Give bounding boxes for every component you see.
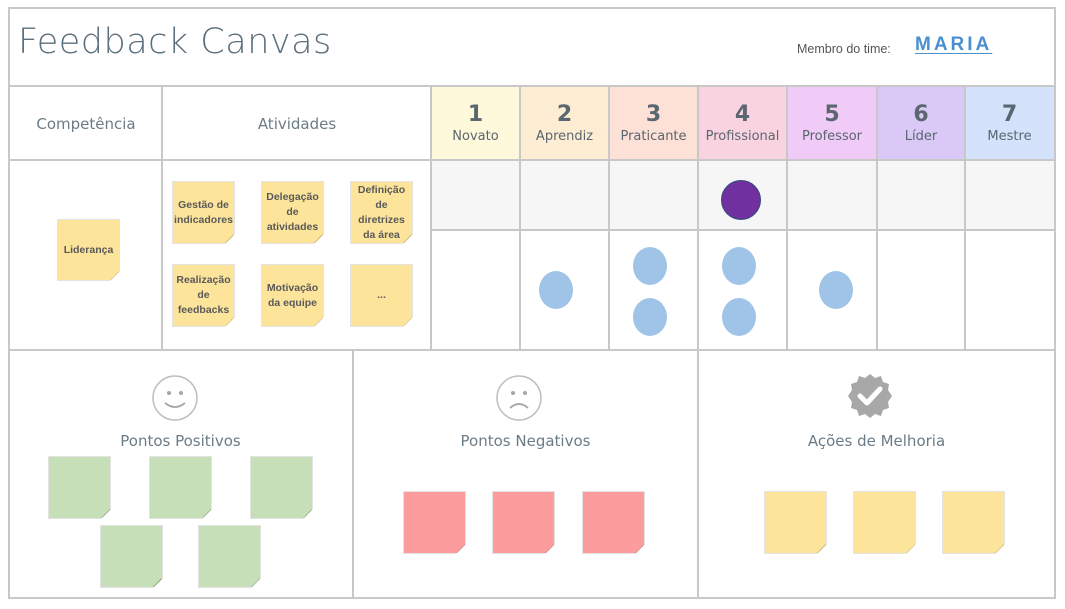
activity-text: Motivação da equipe bbox=[266, 281, 319, 309]
level-number: 1 bbox=[467, 102, 484, 127]
improvement-note[interactable] bbox=[853, 491, 916, 554]
competency-name: Liderança bbox=[63, 243, 114, 256]
fold-corner bbox=[635, 544, 644, 553]
divider bbox=[430, 86, 432, 350]
canvas-frame bbox=[8, 7, 1056, 599]
fold-corner bbox=[153, 578, 162, 587]
sad-face-icon bbox=[496, 375, 542, 421]
current-level-marker[interactable] bbox=[721, 180, 761, 220]
activity-dot[interactable] bbox=[819, 271, 853, 309]
fold-corner bbox=[314, 317, 323, 326]
negative-note[interactable] bbox=[492, 491, 555, 554]
atividades-header: Atividades bbox=[257, 114, 337, 133]
improvement-actions-label: Ações de Melhoria bbox=[807, 432, 946, 450]
level-number: 6 bbox=[913, 102, 929, 127]
divider bbox=[608, 86, 610, 350]
activity-note[interactable]: Definição de diretrizes da área bbox=[350, 181, 413, 244]
level-header-3: 3 Praticante bbox=[609, 87, 698, 160]
level-number: 5 bbox=[824, 102, 840, 127]
divider bbox=[964, 86, 966, 350]
fold-corner bbox=[110, 271, 119, 280]
level-name: Professor bbox=[801, 129, 863, 144]
competencia-header: Competência bbox=[36, 114, 136, 133]
positive-note[interactable] bbox=[250, 456, 313, 519]
check-badge-icon bbox=[848, 374, 892, 418]
level-header-6: 6 Líder bbox=[877, 87, 965, 160]
level-header-5: 5 Professor bbox=[787, 87, 877, 160]
divider bbox=[8, 85, 1056, 87]
level-header-1: 1 Novato bbox=[431, 87, 520, 160]
activity-text: Realização de feedbacks bbox=[176, 274, 231, 316]
page-title: Feedback Canvas bbox=[18, 22, 332, 62]
level-name: Aprendiz bbox=[535, 129, 594, 144]
level-name: Líder bbox=[904, 129, 938, 144]
level-number: 3 bbox=[645, 102, 662, 127]
activity-text: Definição de diretrizes da área bbox=[357, 183, 406, 241]
divider bbox=[161, 86, 163, 350]
level-header-2: 2 Aprendiz bbox=[520, 87, 609, 160]
negative-note[interactable] bbox=[582, 491, 645, 554]
activity-text: ... bbox=[377, 289, 386, 301]
fold-corner bbox=[906, 544, 915, 553]
activity-dot[interactable] bbox=[633, 298, 667, 336]
level-header-7: 7 Mestre bbox=[965, 87, 1054, 160]
fold-corner bbox=[545, 544, 554, 553]
activity-dot[interactable] bbox=[539, 271, 573, 309]
fold-corner bbox=[403, 234, 412, 243]
level-header-4: 4 Profissional bbox=[698, 87, 787, 160]
fold-corner bbox=[225, 234, 234, 243]
member-label: Membro do time: bbox=[797, 42, 891, 56]
activity-note[interactable]: Delegação de atividades bbox=[261, 181, 324, 244]
fold-corner bbox=[101, 509, 110, 518]
fold-corner bbox=[403, 317, 412, 326]
activity-dot[interactable] bbox=[722, 247, 756, 285]
positive-note[interactable] bbox=[149, 456, 212, 519]
improvement-note[interactable] bbox=[764, 491, 827, 554]
divider bbox=[697, 86, 699, 599]
level-name: Novato bbox=[452, 129, 499, 144]
activity-note[interactable]: Motivação da equipe bbox=[261, 264, 324, 327]
divider bbox=[876, 86, 878, 350]
divider bbox=[8, 159, 1056, 161]
level-name: Profissional bbox=[705, 129, 780, 144]
smiley-face-icon bbox=[152, 375, 198, 421]
positive-note[interactable] bbox=[100, 525, 163, 588]
activity-text: Gestão de indicadores bbox=[174, 198, 233, 226]
level-name: Praticante bbox=[620, 129, 687, 144]
fold-corner bbox=[251, 578, 260, 587]
divider bbox=[786, 86, 788, 350]
level-number: 7 bbox=[1001, 102, 1018, 127]
positive-points-label: Pontos Positivos bbox=[120, 432, 241, 450]
fold-corner bbox=[817, 544, 826, 553]
divider bbox=[431, 229, 1056, 231]
level-number: 4 bbox=[734, 102, 751, 127]
activity-text: Delegação de atividades bbox=[266, 191, 319, 233]
negative-note[interactable] bbox=[403, 491, 466, 554]
activity-note[interactable]: ... bbox=[350, 264, 413, 327]
activity-dot[interactable] bbox=[633, 247, 667, 285]
activity-note[interactable]: Realização de feedbacks bbox=[172, 264, 235, 327]
activity-dot[interactable] bbox=[722, 298, 756, 336]
level-number: 2 bbox=[556, 102, 573, 127]
divider bbox=[519, 86, 521, 350]
fold-corner bbox=[202, 509, 211, 518]
activity-note[interactable]: Gestão de indicadores bbox=[172, 181, 235, 244]
member-name-link[interactable]: MARIA bbox=[915, 34, 993, 55]
fold-corner bbox=[303, 509, 312, 518]
competency-note[interactable]: Liderança bbox=[57, 219, 120, 281]
divider bbox=[352, 350, 354, 599]
negative-points-label: Pontos Negativos bbox=[460, 432, 591, 450]
fold-corner bbox=[995, 544, 1004, 553]
fold-corner bbox=[456, 544, 465, 553]
level-name: Mestre bbox=[987, 129, 1032, 144]
divider bbox=[8, 349, 1056, 351]
positive-note[interactable] bbox=[198, 525, 261, 588]
fold-corner bbox=[225, 317, 234, 326]
positive-note[interactable] bbox=[48, 456, 111, 519]
fold-corner bbox=[314, 234, 323, 243]
improvement-note[interactable] bbox=[942, 491, 1005, 554]
